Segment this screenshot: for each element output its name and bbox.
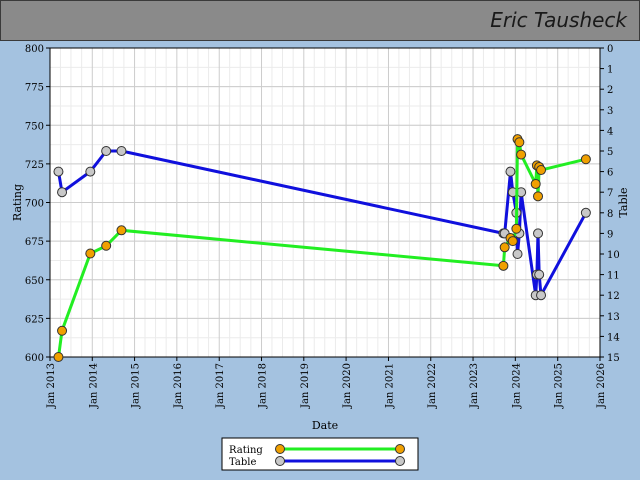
y-right-tick-label: 2 <box>607 85 613 96</box>
x-axis-label: Date <box>312 419 338 432</box>
y-left-tick-label: 650 <box>25 276 44 287</box>
y-right-tick-label: 15 <box>607 353 620 364</box>
rating-data-point <box>101 240 112 251</box>
legend-label-table: Table <box>229 457 256 468</box>
x-tick-label: Jan 2017 <box>215 363 226 409</box>
x-tick-label: Jan 2015 <box>131 363 142 409</box>
y-left-tick-label: 750 <box>25 121 44 132</box>
rating-data-point <box>116 225 127 236</box>
y-right-tick-label: 8 <box>607 209 613 220</box>
x-tick-label: Jan 2019 <box>300 363 311 409</box>
x-tick-label: Jan 2013 <box>46 363 57 409</box>
x-tick-label: Jan 2021 <box>384 363 395 409</box>
table-data-point <box>534 269 545 280</box>
plot-border <box>49 47 601 358</box>
y-right-tick-label: 6 <box>607 168 613 179</box>
x-tick-label: Jan 2023 <box>469 363 480 409</box>
y-right-tick-label: 7 <box>607 188 613 199</box>
y-left-tick-label: 675 <box>25 237 44 248</box>
y-right-tick-label: 3 <box>607 106 613 117</box>
y-right-tick-label: 14 <box>607 332 620 343</box>
rating-data-point <box>498 260 509 271</box>
rating-data-point <box>85 248 96 259</box>
table-data-point <box>580 207 591 218</box>
table-data-point <box>53 166 64 177</box>
table-data-point <box>536 290 547 301</box>
y-right-axis-label: Table <box>617 187 630 217</box>
table-data-point <box>57 187 68 198</box>
rating-data-point <box>533 191 544 202</box>
y-left-tick-label: 600 <box>25 353 44 364</box>
rating-data-point <box>530 178 541 189</box>
legend-label-rating: Rating <box>229 445 263 456</box>
y-right-tick-label: 13 <box>607 312 620 323</box>
y-left-tick-label: 775 <box>25 83 44 94</box>
legend-box <box>221 437 419 471</box>
y-left-axis-label: Rating <box>11 184 24 221</box>
player-name-title: Eric Tausheck <box>490 8 627 32</box>
rating-data-point <box>516 149 527 160</box>
x-tick-label: Jan 2022 <box>427 363 438 409</box>
rating-data-point <box>514 137 525 148</box>
y-right-tick-label: 0 <box>607 44 613 55</box>
x-tick-label: Jan 2020 <box>342 363 353 409</box>
x-tick-label: Jan 2016 <box>173 363 184 409</box>
rating-data-point <box>499 242 510 253</box>
legend-marker-rating <box>395 444 405 454</box>
rating-data-point <box>580 154 591 165</box>
rating-data-point <box>57 325 68 336</box>
x-tick-label: Jan 2026 <box>596 363 607 409</box>
table-data-point <box>512 249 523 259</box>
y-right-tick-label: 10 <box>607 250 620 261</box>
y-right-tick-label: 11 <box>607 271 620 282</box>
y-right-tick-label: 12 <box>607 291 620 302</box>
rating-data-point <box>53 352 64 362</box>
x-tick-label: Jan 2024 <box>511 363 522 409</box>
rating-data-point <box>511 223 522 234</box>
rating-data-point <box>536 165 547 176</box>
header-bar: Eric Tausheck <box>0 0 640 41</box>
legend-marker-rating <box>275 444 285 454</box>
y-left-tick-label: 800 <box>25 44 44 55</box>
legend-marker-table <box>395 456 405 466</box>
table-data-point <box>533 228 544 239</box>
table-data-point <box>116 146 127 156</box>
rating-data-point <box>507 236 518 247</box>
x-tick-label: Jan 2025 <box>554 363 565 409</box>
y-right-tick-label: 4 <box>607 126 613 137</box>
table-data-point <box>85 166 96 177</box>
table-data-point <box>505 166 516 177</box>
y-left-tick-label: 625 <box>25 314 44 325</box>
y-right-tick-label: 5 <box>607 147 613 158</box>
y-right-tick-label: 1 <box>607 65 613 76</box>
table-data-point <box>101 146 112 156</box>
y-left-tick-label: 725 <box>25 160 44 171</box>
y-right-tick-label: 9 <box>607 229 613 240</box>
y-left-tick-label: 700 <box>25 199 44 210</box>
x-tick-label: Jan 2014 <box>88 363 99 409</box>
x-tick-label: Jan 2018 <box>258 363 269 409</box>
legend-marker-table <box>275 456 285 466</box>
